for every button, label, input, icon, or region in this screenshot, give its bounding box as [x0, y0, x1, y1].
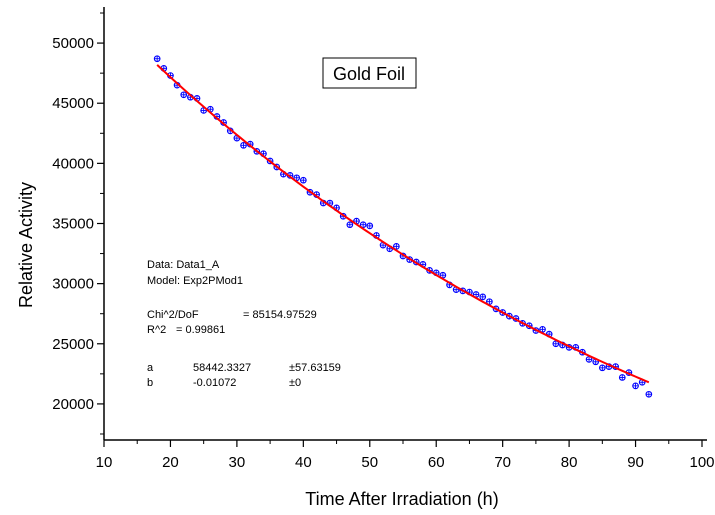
- y-tick-label: 35000: [52, 216, 94, 233]
- x-tick-label: 10: [96, 454, 113, 471]
- data-point: [632, 382, 639, 390]
- fit-info: Data: Data1_A Model: Exp2PMod1 Chi^2/DoF…: [147, 259, 341, 389]
- fit-param-b-error: ±0: [289, 377, 301, 389]
- data-point: [598, 364, 606, 372]
- y-tick-label: 40000: [52, 155, 94, 172]
- data-point: [472, 291, 480, 298]
- data-point: [346, 221, 354, 229]
- y-tick-label: 20000: [52, 396, 94, 413]
- x-tick-label: 40: [295, 454, 312, 471]
- fit-param-a-name: a: [147, 362, 154, 374]
- legend-box: Gold Foil: [322, 57, 417, 89]
- x-tick-label: 60: [428, 454, 445, 471]
- x-axis-ticks: 10 20 30 40 50 60 70 80 90 100: [96, 440, 715, 471]
- fit-curve: [156, 64, 650, 384]
- fit-r2-label: R^2: [147, 324, 166, 336]
- legend-frame: [322, 57, 417, 89]
- x-axis-title: Time After Irradiation (h): [305, 489, 498, 509]
- fit-param-a-error: ±57.63159: [289, 362, 341, 374]
- fit-param-a-value: 58442.3327: [193, 362, 251, 374]
- x-tick-label: 80: [561, 454, 578, 471]
- fit-chi-value: = 85154.97529: [243, 309, 317, 321]
- data-point: [240, 141, 247, 149]
- fit-param-b-value: -0.01072: [193, 377, 236, 389]
- data-point: [299, 176, 307, 184]
- y-axis-title: Relative Activity: [16, 182, 36, 308]
- fit-chi-label: Chi^2/DoF: [147, 309, 199, 321]
- data-point: [153, 55, 161, 63]
- data-point: [393, 243, 400, 250]
- data-point: [552, 340, 560, 348]
- y-tick-label: 30000: [52, 276, 94, 293]
- plot-area: [153, 55, 653, 398]
- y-tick-label: 45000: [52, 95, 94, 112]
- y-tick-label: 25000: [52, 336, 94, 353]
- y-tick-label: 50000: [52, 35, 94, 52]
- x-tick-label: 20: [162, 454, 179, 471]
- data-point: [645, 390, 653, 398]
- data-point: [366, 222, 374, 230]
- y-axis-ticks: 20000 25000 30000 35000 40000 45000 50000: [52, 12, 104, 435]
- chart-title: Gold Foil: [333, 64, 405, 84]
- fit-r2-value: = 0.99861: [176, 324, 225, 336]
- fit-data-line: Data: Data1_A: [147, 259, 220, 271]
- data-point: [618, 374, 626, 381]
- x-tick-label: 30: [229, 454, 246, 471]
- x-tick-label: 100: [689, 454, 714, 471]
- data-point: [479, 293, 487, 301]
- x-tick-label: 90: [627, 454, 644, 471]
- x-tick-label: 70: [494, 454, 511, 471]
- data-point: [359, 221, 367, 229]
- x-tick-label: 50: [361, 454, 378, 471]
- data-point: [180, 91, 188, 99]
- fit-param-b-name: b: [147, 377, 153, 389]
- fit-model-line: Model: Exp2PMod1: [147, 275, 243, 287]
